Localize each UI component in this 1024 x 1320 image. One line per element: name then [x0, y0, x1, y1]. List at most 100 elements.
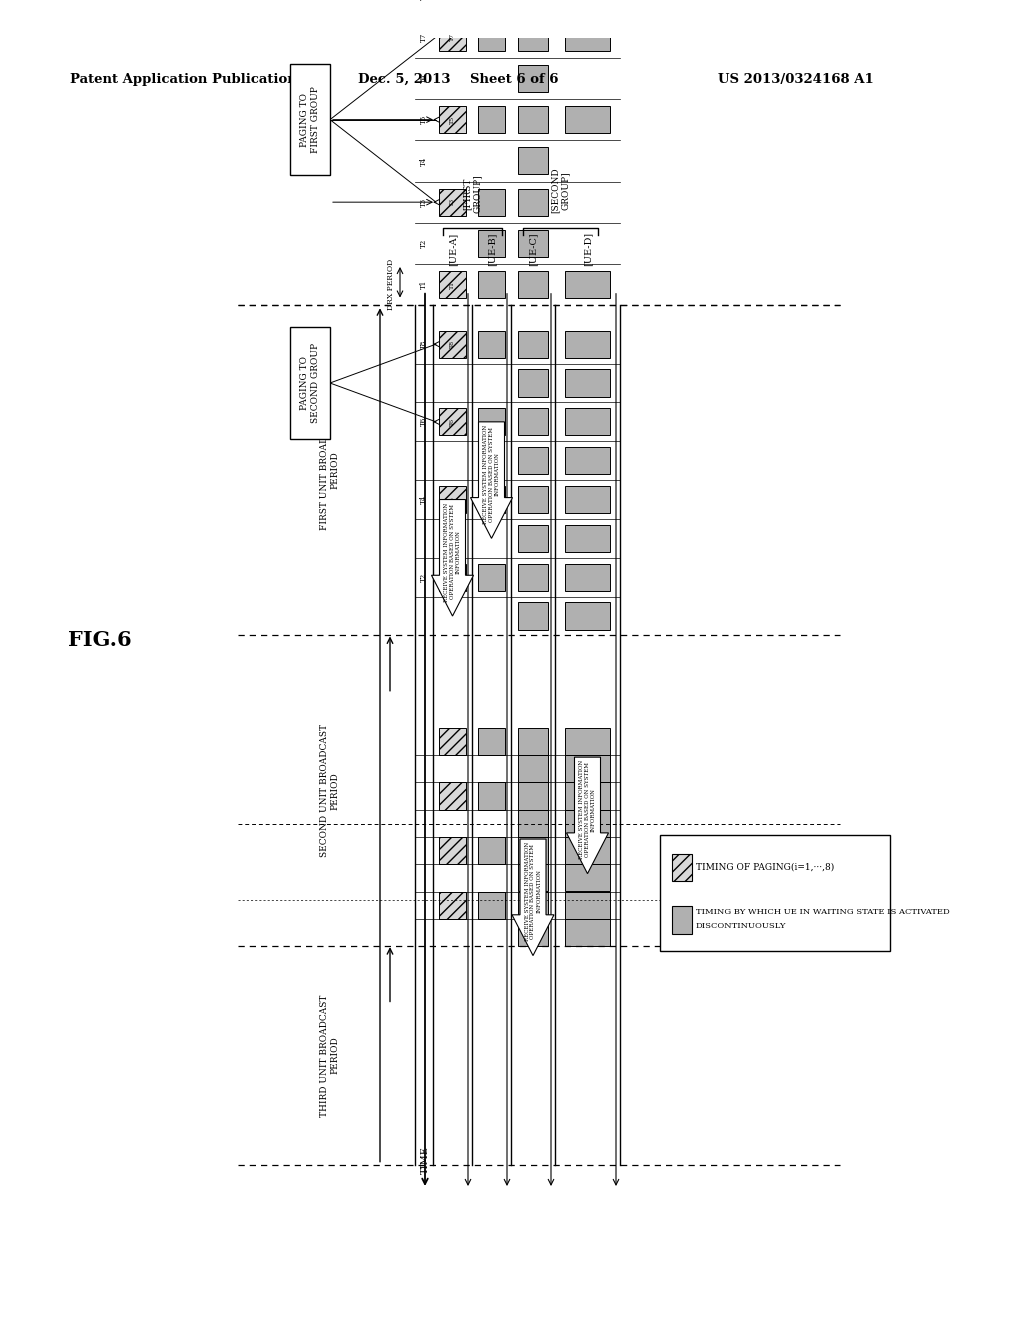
Bar	[565, 919, 610, 946]
Bar	[517, 486, 549, 513]
Bar	[517, 837, 549, 865]
Text: [UE-D]: [UE-D]	[583, 232, 592, 267]
Bar	[517, 408, 549, 436]
Text: FIG.6: FIG.6	[68, 631, 132, 651]
Bar	[517, 447, 549, 474]
Bar	[517, 783, 549, 809]
Bar	[478, 837, 505, 865]
Bar	[517, 330, 549, 358]
Bar	[478, 330, 505, 358]
Text: TIME: TIME	[421, 1147, 429, 1175]
Bar	[565, 330, 610, 358]
Text: SECOND UNIT BROADCAST
PERIOD: SECOND UNIT BROADCAST PERIOD	[321, 725, 340, 857]
Bar	[439, 486, 466, 513]
Bar	[517, 370, 549, 396]
Text: T2: T2	[450, 573, 455, 581]
Bar	[478, 106, 505, 133]
Bar	[517, 602, 549, 630]
Bar	[478, 486, 505, 513]
Bar	[565, 447, 610, 474]
Text: RECEIVE SYSTEM INFORMATION
OPERATION BASED ON SYSTEM
INFORMATION: RECEIVE SYSTEM INFORMATION OPERATION BAS…	[524, 842, 542, 941]
Text: T3: T3	[420, 198, 428, 207]
Bar	[439, 271, 466, 298]
Bar	[478, 891, 505, 919]
Bar	[517, 865, 549, 891]
Text: T2: T2	[420, 573, 428, 582]
Text: RECEIVE SYSTEM INFORMATION
OPERATION BASED ON SYSTEM
INFORMATION: RECEIVE SYSTEM INFORMATION OPERATION BAS…	[580, 760, 596, 859]
Polygon shape	[512, 840, 554, 956]
Text: Dec. 5, 2013: Dec. 5, 2013	[358, 73, 451, 86]
Text: [UE-C]: [UE-C]	[528, 232, 538, 267]
Bar	[565, 370, 610, 396]
Text: T8: T8	[420, 339, 428, 348]
Bar	[565, 837, 610, 865]
Text: T7: T7	[420, 33, 428, 42]
Text: [UE-A]: [UE-A]	[449, 234, 457, 267]
Bar	[517, 525, 549, 552]
Text: FIRST UNIT BROADCAST
PERIOD: FIRST UNIT BROADCAST PERIOD	[321, 411, 340, 531]
Text: T1: T1	[420, 280, 428, 289]
Text: T1: T1	[450, 281, 455, 289]
Bar	[290, 63, 330, 176]
Bar	[672, 854, 692, 882]
Bar	[439, 727, 466, 755]
Bar	[517, 189, 549, 215]
Text: PAGING TO
FIRST GROUP: PAGING TO FIRST GROUP	[300, 86, 319, 153]
Text: RECEIVE SYSTEM INFORMATION
OPERATION BASED ON SYSTEM
INFORMATION: RECEIVE SYSTEM INFORMATION OPERATION BAS…	[444, 503, 461, 602]
Bar	[517, 564, 549, 591]
Polygon shape	[566, 758, 608, 874]
Bar	[478, 783, 505, 809]
Bar	[478, 727, 505, 755]
Text: [FIRST
GROUP]: [FIRST GROUP]	[462, 174, 481, 213]
Bar	[660, 834, 890, 950]
Bar	[439, 330, 466, 358]
Bar	[439, 783, 466, 809]
Bar	[517, 148, 549, 174]
Bar	[565, 408, 610, 436]
Bar	[517, 24, 549, 50]
Text: T4: T4	[420, 156, 428, 165]
Bar	[478, 271, 505, 298]
Bar	[517, 891, 549, 919]
Bar	[565, 106, 610, 133]
Bar	[565, 891, 610, 919]
Bar	[439, 189, 466, 215]
Text: US 2013/0324168 A1: US 2013/0324168 A1	[718, 73, 873, 86]
Bar	[517, 727, 549, 755]
Text: T4: T4	[420, 495, 428, 504]
Text: DISCONTINUOUSLY: DISCONTINUOUSLY	[696, 921, 786, 929]
Text: TIMING OF PAGING(i=1,···,8): TIMING OF PAGING(i=1,···,8)	[696, 863, 835, 873]
Bar	[439, 837, 466, 865]
Text: T7: T7	[450, 33, 455, 41]
Bar	[439, 564, 466, 591]
Bar	[517, 230, 549, 257]
Text: PAGING TO
SECOND GROUP: PAGING TO SECOND GROUP	[300, 343, 319, 424]
Bar	[439, 891, 466, 919]
Bar	[439, 408, 466, 436]
Bar	[439, 24, 466, 50]
Text: T6: T6	[420, 74, 428, 83]
Text: T3: T3	[450, 198, 455, 206]
Text: T6: T6	[450, 418, 455, 426]
Bar	[517, 809, 549, 837]
Bar	[478, 230, 505, 257]
Bar	[290, 327, 330, 438]
Bar	[565, 271, 610, 298]
Text: T2: T2	[420, 239, 428, 248]
Text: TIMING BY WHICH UE IN WAITING STATE IS ACTIVATED: TIMING BY WHICH UE IN WAITING STATE IS A…	[696, 908, 949, 916]
Bar	[517, 271, 549, 298]
Bar	[478, 24, 505, 50]
Text: DRX PERIOD: DRX PERIOD	[387, 259, 395, 310]
Bar	[517, 755, 549, 783]
Text: RECEIVE SYSTEM INFORMATION
OPERATION BASED ON SYSTEM
INFORMATION: RECEIVE SYSTEM INFORMATION OPERATION BAS…	[483, 425, 500, 524]
Bar	[565, 727, 610, 755]
Bar	[565, 486, 610, 513]
Polygon shape	[470, 422, 512, 539]
Bar	[439, 106, 466, 133]
Text: T8: T8	[450, 341, 455, 348]
Bar	[517, 0, 549, 9]
Text: [SECOND
GROUP]: [SECOND GROUP]	[551, 168, 570, 213]
Text: Sheet 6 of 6: Sheet 6 of 6	[470, 73, 558, 86]
Text: T5: T5	[420, 115, 428, 124]
Polygon shape	[431, 499, 473, 616]
